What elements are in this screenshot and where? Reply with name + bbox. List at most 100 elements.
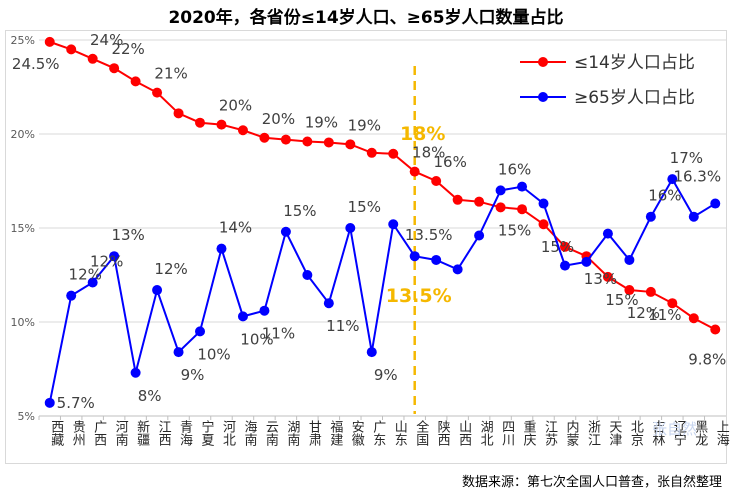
data-point [409,166,420,177]
data-label: 12% [90,253,123,271]
data-point [302,270,313,280]
data-point [152,87,163,98]
data-point [237,311,248,322]
y-tick-label: 20% [11,128,35,141]
y-tick-label: 25% [11,34,35,47]
data-label: 13.5% [405,226,453,244]
x-tick-label: 河南 [113,420,129,446]
data-point [495,185,506,196]
data-point [323,137,334,148]
y-tick-label: 15% [11,222,35,235]
data-label: 10% [197,345,230,363]
data-point [409,251,420,262]
data-label: 20% [219,97,252,115]
data-label: 16% [498,160,531,178]
x-tick-label: 吉林 [649,420,665,446]
x-tick-label: 北京 [628,420,644,446]
data-label: 11% [326,317,359,335]
data-label: 24% [90,31,123,49]
data-point [624,254,635,265]
data-point [602,228,613,239]
data-point [710,198,721,209]
x-tick-label: 广东 [370,420,386,446]
data-point [559,260,570,271]
data-label: 15% [498,221,531,239]
data-point [152,285,163,296]
y-tick-label: 10% [11,316,35,329]
x-tick-label: 安徽 [349,420,365,446]
plot-frame [5,30,727,464]
data-point [688,313,699,324]
data-label: 19% [305,114,338,132]
x-tick-label: 贵州 [70,420,86,446]
data-label: 16.3% [673,168,721,186]
watermark: 张自然 [652,420,698,438]
x-tick-label: 宁夏 [199,419,215,446]
data-point [87,53,98,64]
y-tick-label: 5% [18,410,35,423]
data-point [431,176,442,186]
data-label: 17% [670,149,703,167]
x-tick-label: 内蒙 [563,419,579,446]
x-tick-label: 江苏 [542,420,558,446]
national-65-label: 13.5% [386,285,452,307]
data-point [259,305,270,316]
data-point [280,134,291,145]
x-tick-label: 上海 [714,420,730,446]
x-tick-label: 西藏 [48,420,64,446]
data-point [280,226,291,237]
data-label: 24.5% [12,55,60,73]
data-point [624,285,635,296]
x-tick-label: 江西 [156,420,172,446]
data-point [216,243,227,254]
data-point [688,211,699,222]
data-label: 18% [412,144,445,162]
data-point [195,326,206,337]
data-point [474,230,485,241]
data-point [710,324,721,335]
x-tick-label: 山东 [392,420,408,446]
data-point [109,251,120,262]
data-point [431,254,442,265]
data-label: 14% [219,219,252,237]
x-tick-label: 陕西 [435,420,451,446]
data-point [581,256,592,267]
data-label: 22% [111,40,144,58]
data-label: 20% [262,110,295,128]
data-point [259,132,270,143]
data-label: 8% [138,387,162,405]
data-point [66,290,77,301]
data-label: 15% [348,198,381,216]
data-point [87,277,98,288]
data-point [130,367,141,378]
x-tick-label: 河北 [220,420,236,447]
data-point [452,194,463,205]
series-line-1 [48,177,716,404]
x-tick-label: 黑龙 [692,420,708,447]
data-point [538,219,549,230]
legend-marker [538,92,548,102]
x-tick-label: 云南 [263,420,279,446]
data-point [109,63,120,74]
x-tick-label: 山西 [456,420,472,446]
data-point [345,139,356,150]
data-point [602,271,613,282]
legend-marker [538,57,548,67]
data-label: 15% [541,238,574,256]
data-label: 11% [648,306,681,324]
data-point [667,298,678,309]
data-label: 12% [627,304,660,322]
data-point [667,174,678,185]
data-label: 16% [648,187,681,205]
data-label: 9% [181,366,205,384]
x-tick-label: 辽宁 [671,420,687,446]
data-point [66,44,77,55]
national-14-label: 18% [400,123,445,145]
x-tick-label: 广西 [91,420,107,446]
data-point [645,286,656,297]
data-point [388,148,399,159]
x-tick-label: 湖南 [284,420,300,446]
x-tick-label: 全国 [413,419,429,446]
data-label: 5.7% [57,394,95,412]
